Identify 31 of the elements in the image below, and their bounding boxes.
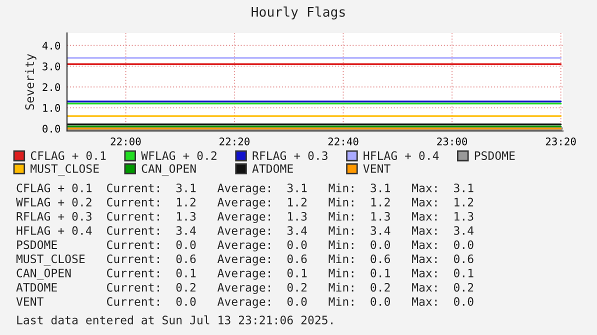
x-tick-label: 22:40 — [328, 137, 358, 146]
legend-label: ATDOME — [252, 164, 293, 173]
text: WFLAG + 0.2 Current: 1.2 Average: 1.2 Min: 1.2 Max: 1.2 — [16, 198, 474, 209]
legend-label: MUST_CLOSE — [30, 164, 99, 176]
x-tick-label: 22:20 — [220, 137, 250, 146]
text: VENT Current: 0.0 Average: 0.0 Min: 0.0 Max: 0.0 — [16, 296, 474, 308]
y-tick-label: 0.0 — [42, 124, 60, 133]
x-tick-label: 22:00 — [110, 137, 141, 146]
y-tick-label: 3.0 — [42, 62, 60, 70]
legend-label: CAN_OPEN — [142, 164, 196, 176]
y-tick-label: 2.0 — [42, 83, 60, 92]
y-axis-title: Severity — [24, 54, 36, 110]
legend-label: HFLAG + 0.4 — [364, 151, 439, 160]
text: RFLAG + 0.3 Current: 1.3 Average: 1.3 Min: 1.3 Max: 1.3 — [16, 212, 474, 224]
legend-label: VENT — [363, 164, 390, 173]
chart-title: Hourly Flags — [252, 6, 345, 20]
x-tick-label: 23:20 — [546, 137, 576, 146]
text: ATDOME Current: 0.2 Average: 0.2 Min: 0.2 Max: 0.2 — [16, 282, 474, 294]
text: HFLAG + 0.4 Current: 3.4 Average: 3.4 Min: 3.4 Max: 3.4 — [16, 226, 474, 238]
legend-label: WFLAG + 0.2 — [141, 151, 216, 160]
text: PSDOME Current: 0.0 Average: 0.0 Min: 0.0 Max: 0.0 — [17, 240, 474, 252]
text: Last data entered at Sun Jul 13 23:21:06 2025. — [17, 315, 332, 324]
legend-label: CFLAG + 0.1 — [30, 151, 106, 160]
text: MUST_CLOSE Current: 0.6 Average: 0.6 Min: 0.6 Max: 0.6 — [16, 254, 474, 266]
y-tick-label: 4.0 — [42, 42, 60, 50]
x-tick-label: 23:00 — [437, 137, 468, 146]
y-tick-label: 1.0 — [43, 104, 60, 112]
text: CFLAG + 0.1 Current: 3.1 Average: 3.1 Min: 3.1 Max: 3.1 — [16, 183, 474, 195]
legend-label: RFLAG + 0.3 — [252, 151, 328, 160]
legend-label: PSDOME — [474, 151, 515, 160]
text: CAN_OPEN Current: 0.1 Average: 0.1 Min: 0.1 Max: 0.1 — [16, 268, 474, 280]
